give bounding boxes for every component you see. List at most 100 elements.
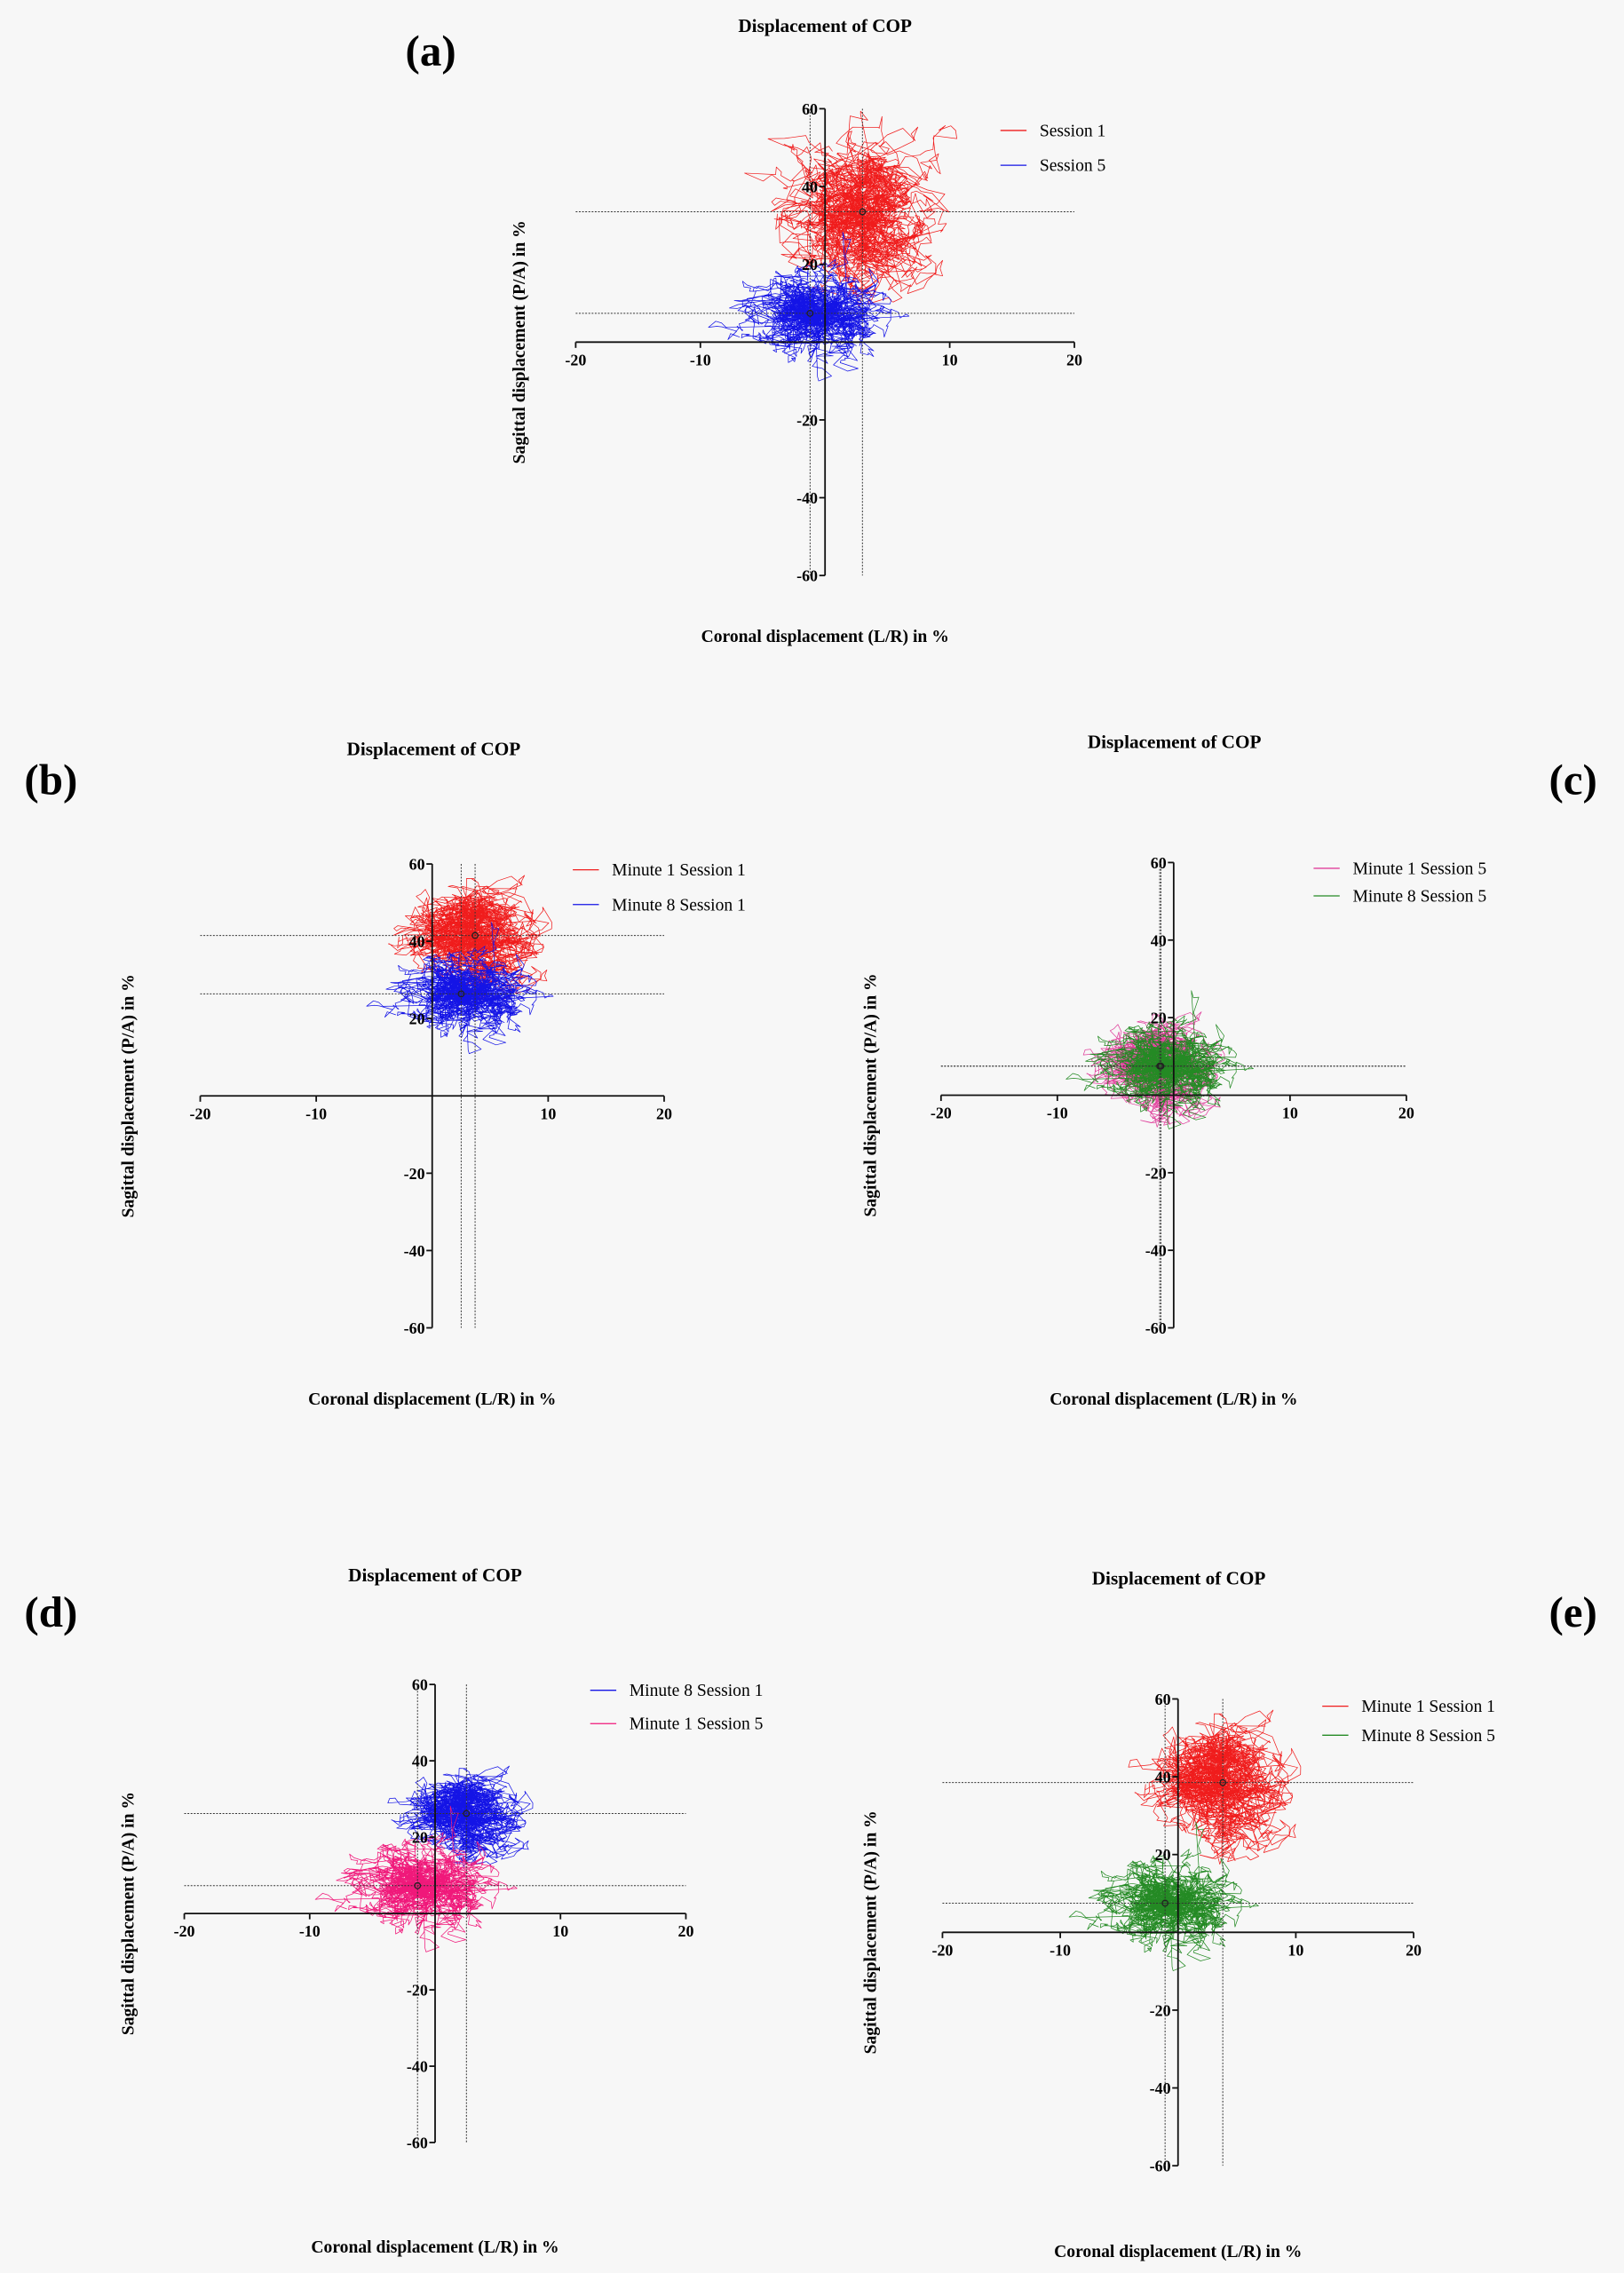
y-tick-label: -40: [404, 1242, 425, 1260]
y-tick-label: -40: [1150, 2079, 1171, 2097]
mean-point: [471, 931, 479, 939]
x-tick-label: -10: [299, 1922, 321, 1940]
mean-point: [1161, 1899, 1169, 1907]
panel-b: (b) Displacement of COP Coronal displaceme…: [24, 739, 745, 1409]
x-tick-label: 10: [540, 1105, 556, 1122]
x-tick-label: 20: [1406, 1941, 1422, 1959]
y-tick-label: -60: [1145, 1319, 1167, 1337]
x-tick-label: -20: [174, 1922, 195, 1940]
x-tick-label: -20: [931, 1105, 952, 1122]
y-axis-label: Sagittal displacement (P/A) in %: [511, 220, 529, 463]
y-tick-label: -60: [404, 1319, 425, 1337]
x-tick-label: -20: [931, 1941, 953, 1959]
panel-a: (a) Displacement of COP Coronal displaceme…: [406, 15, 1106, 646]
panel-c: (c) Displacement of COP Coronal displaceme…: [861, 731, 1596, 1409]
x-tick-label: -10: [690, 351, 711, 368]
trajectory-series-2: [366, 922, 554, 1054]
x-tick-label: 10: [1282, 1105, 1298, 1122]
x-axis-label: Coronal displacement (L/R) in %: [311, 2238, 558, 2257]
y-axis-label: Sagittal displacement (P/A) in %: [861, 973, 880, 1216]
y-tick-label: 60: [1155, 1691, 1171, 1708]
y-axis-label: Sagittal displacement (P/A) in %: [119, 1792, 138, 2035]
legend-label: Session 5: [1040, 157, 1106, 176]
x-tick-label: -10: [305, 1105, 327, 1122]
legend-label: Minute 8 Session 5: [1352, 888, 1486, 907]
x-axis-label: Coronal displacement (L/R) in %: [1050, 1390, 1297, 1409]
legend-label: Minute 1 Session 5: [1352, 859, 1486, 878]
y-tick-label: 20: [1155, 1846, 1171, 1864]
y-tick-label: 60: [412, 1676, 428, 1694]
x-tick-label: 20: [677, 1922, 693, 1940]
trajectory-series-2: [1066, 990, 1254, 1129]
panel-label: (c): [1549, 756, 1596, 804]
y-tick-label: -20: [1150, 2001, 1171, 2019]
mean-point: [859, 208, 867, 216]
y-tick-label: 40: [409, 933, 425, 951]
x-axis-label: Coronal displacement (L/R) in %: [1054, 2243, 1302, 2261]
y-tick-label: -40: [407, 2058, 428, 2076]
trajectory-series-1: [1128, 1709, 1302, 1865]
trajectory-series-1: [387, 1765, 534, 1867]
trajectory-series-2: [1068, 1821, 1259, 1971]
legend-label: Minute 8 Session 5: [1361, 1727, 1495, 1746]
panel-label: (e): [1549, 1588, 1596, 1636]
x-tick-label: -10: [1047, 1105, 1068, 1122]
chart-title: Displacement of COP: [1092, 1567, 1266, 1588]
y-tick-label: -40: [796, 489, 818, 507]
chart-title: Displacement of COP: [348, 1564, 522, 1586]
y-tick-label: 20: [802, 256, 818, 273]
panel-label: (d): [24, 1588, 77, 1636]
mean-point: [463, 1810, 471, 1818]
chart-title: Displacement of COP: [1088, 731, 1262, 752]
y-axis-label: Sagittal displacement (P/A) in %: [861, 1810, 880, 2054]
x-tick-label: 20: [1398, 1105, 1414, 1122]
y-tick-label: -60: [1150, 2158, 1171, 2175]
legend-label: Minute 8 Session 1: [630, 1682, 764, 1700]
y-tick-label: -60: [407, 2134, 428, 2152]
y-tick-label: -60: [796, 567, 818, 585]
x-tick-label: 10: [552, 1922, 568, 1940]
mean-point: [806, 309, 814, 317]
y-tick-label: 20: [412, 1829, 428, 1847]
y-tick-label: 20: [1151, 1010, 1167, 1027]
y-tick-label: -40: [1145, 1242, 1167, 1260]
chart-title: Displacement of COP: [738, 15, 912, 36]
legend-label: Minute 1 Session 5: [630, 1715, 764, 1734]
x-tick-label: -10: [1050, 1941, 1071, 1959]
mean-point: [1157, 1062, 1165, 1070]
y-tick-label: -20: [796, 411, 818, 429]
y-tick-label: 40: [1155, 1769, 1171, 1786]
y-tick-label: 20: [409, 1010, 425, 1028]
legend-label: Session 1: [1040, 122, 1106, 140]
mean-point: [1219, 1778, 1227, 1786]
x-axis-label: Coronal displacement (L/R) in %: [701, 628, 949, 646]
y-tick-label: 60: [1151, 854, 1167, 872]
y-axis-label: Sagittal displacement (P/A) in %: [119, 974, 138, 1217]
x-tick-label: 20: [656, 1105, 672, 1122]
x-axis-label: Coronal displacement (L/R) in %: [308, 1390, 556, 1409]
y-tick-label: 60: [409, 856, 425, 874]
panel-label: (b): [24, 756, 77, 804]
y-tick-label: 40: [1151, 931, 1167, 949]
trajectory-series-2: [314, 1805, 518, 1952]
x-tick-label: 20: [1066, 351, 1082, 368]
legend-label: Minute 8 Session 1: [612, 896, 746, 915]
x-tick-label: -20: [565, 351, 586, 368]
x-tick-label: 10: [942, 351, 958, 368]
panel-d: (d) Displacement of COP Coronal displaceme…: [24, 1564, 763, 2257]
y-tick-label: -20: [404, 1165, 425, 1183]
chart-title: Displacement of COP: [347, 739, 521, 760]
x-tick-label: -20: [190, 1105, 211, 1122]
x-tick-label: 10: [1287, 1941, 1303, 1959]
trajectory-series-2: [708, 232, 910, 382]
mean-point: [414, 1881, 422, 1889]
panel-label: (a): [406, 26, 456, 75]
y-tick-label: 40: [412, 1753, 428, 1770]
mean-point: [457, 990, 465, 998]
y-tick-label: -20: [407, 1982, 428, 2000]
panel-e: (e) Displacement of COP Coronal displaceme…: [861, 1567, 1596, 2261]
trajectory-series-1: [744, 110, 957, 308]
legend-label: Minute 1 Session 1: [612, 861, 746, 880]
y-tick-label: -20: [1145, 1164, 1167, 1182]
